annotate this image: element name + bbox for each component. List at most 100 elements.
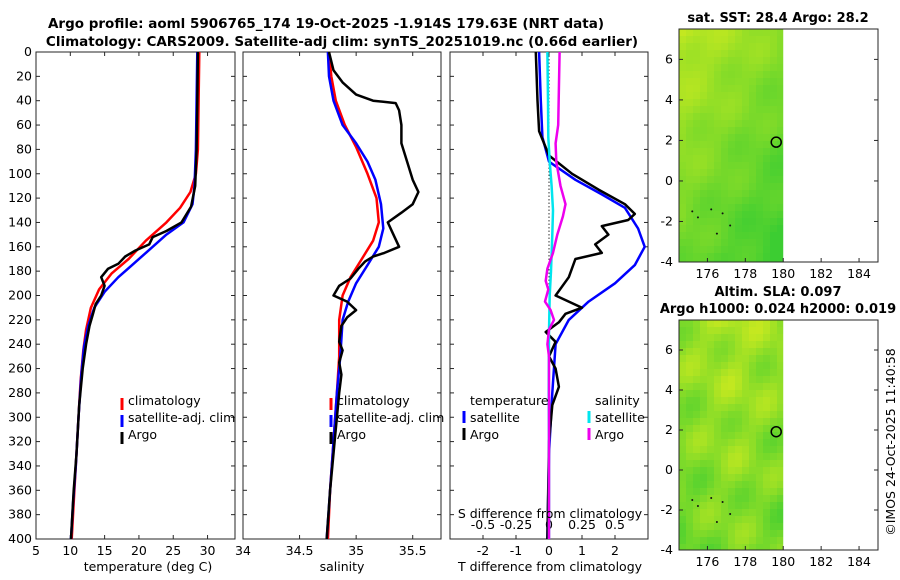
- map-cell: [714, 57, 721, 64]
- map-cell: [756, 253, 763, 260]
- coast-speck: [715, 232, 718, 235]
- map-cell: [714, 411, 721, 418]
- map-cell: [770, 36, 777, 43]
- map-cell: [721, 99, 728, 106]
- map-cell: [749, 453, 756, 460]
- map-cell: [714, 99, 721, 106]
- map-cell: [770, 390, 777, 397]
- map-cell: [679, 169, 686, 176]
- x-tick-label: 182: [809, 266, 833, 281]
- salinity-xlabel: salinity: [320, 559, 365, 574]
- map-cell: [728, 162, 735, 169]
- map-cell: [735, 155, 742, 162]
- map-cell: [749, 85, 756, 92]
- map-cell: [763, 404, 770, 411]
- map-cell: [714, 467, 721, 474]
- map-cell: [763, 176, 770, 183]
- map-cell: [679, 43, 686, 50]
- x-tick-label: 184: [847, 266, 871, 281]
- map-cell: [721, 253, 728, 260]
- map-cell: [679, 453, 686, 460]
- map-cell: [742, 488, 749, 495]
- map-cell: [770, 467, 777, 474]
- map-cell: [686, 50, 693, 57]
- map-cell: [763, 516, 770, 523]
- map-cell: [700, 218, 707, 225]
- y-tick-label: 160: [8, 239, 32, 254]
- y-tick-label: 200: [8, 288, 32, 303]
- map-cell: [735, 253, 742, 260]
- map-cell: [735, 516, 742, 523]
- map-cell: [721, 134, 728, 141]
- map-cell: [721, 432, 728, 439]
- map-cell: [770, 404, 777, 411]
- map-cell: [686, 530, 693, 537]
- map-cell: [756, 418, 763, 425]
- map-cell: [756, 225, 763, 232]
- map-cell: [749, 362, 756, 369]
- map-cell: [679, 348, 686, 355]
- map-cell: [679, 474, 686, 481]
- map-cell: [735, 327, 742, 334]
- map-cell: [756, 327, 763, 334]
- map-cell: [763, 348, 770, 355]
- map-cell: [749, 176, 756, 183]
- map-cell: [721, 418, 728, 425]
- map-cell: [679, 488, 686, 495]
- y-tick-label: 140: [8, 214, 32, 229]
- map-cell: [770, 218, 777, 225]
- map-cell: [721, 169, 728, 176]
- map-cell: [714, 418, 721, 425]
- map-cell: [763, 64, 770, 71]
- map-cell: [686, 78, 693, 85]
- legend-label-argo: Argo: [337, 427, 366, 442]
- map-cell: [735, 460, 742, 467]
- map-cell: [742, 36, 749, 43]
- x-tick-label: 180: [771, 266, 795, 281]
- map-cell: [714, 36, 721, 43]
- map-cell: [777, 341, 784, 348]
- map-cell: [686, 537, 693, 544]
- map-cell: [742, 141, 749, 148]
- map-cell: [770, 162, 777, 169]
- map-cell: [770, 537, 777, 544]
- map-cell: [728, 29, 735, 36]
- map-cell: [707, 439, 714, 446]
- map-cell: [728, 523, 735, 530]
- map-cell: [756, 239, 763, 246]
- map-cell: [728, 176, 735, 183]
- map-cell: [714, 425, 721, 432]
- map-cell: [693, 141, 700, 148]
- map-cell: [728, 120, 735, 127]
- map-cell: [693, 260, 700, 262]
- map-cell: [763, 218, 770, 225]
- map-cell: [693, 411, 700, 418]
- map-cell: [756, 453, 763, 460]
- map-cell: [686, 141, 693, 148]
- map-cell: [728, 411, 735, 418]
- map-cell: [770, 148, 777, 155]
- map-cell: [686, 169, 693, 176]
- map-cell: [686, 390, 693, 397]
- map-cell: [707, 155, 714, 162]
- map-cell: [756, 246, 763, 253]
- map-cell: [686, 162, 693, 169]
- map-cell: [756, 43, 763, 50]
- map-cell: [700, 155, 707, 162]
- map-cell: [686, 502, 693, 509]
- map-cell: [728, 197, 735, 204]
- map-cell: [763, 453, 770, 460]
- map-cell: [707, 383, 714, 390]
- map-cell: [693, 425, 700, 432]
- map-cell: [749, 57, 756, 64]
- map-cell: [777, 369, 784, 376]
- map-cell: [707, 474, 714, 481]
- map-cell: [763, 411, 770, 418]
- map-cell: [763, 141, 770, 148]
- map-cell: [714, 169, 721, 176]
- map-cell: [749, 197, 756, 204]
- map-cell: [693, 218, 700, 225]
- map-cell: [728, 169, 735, 176]
- map-cell: [735, 376, 742, 383]
- map-cell: [742, 383, 749, 390]
